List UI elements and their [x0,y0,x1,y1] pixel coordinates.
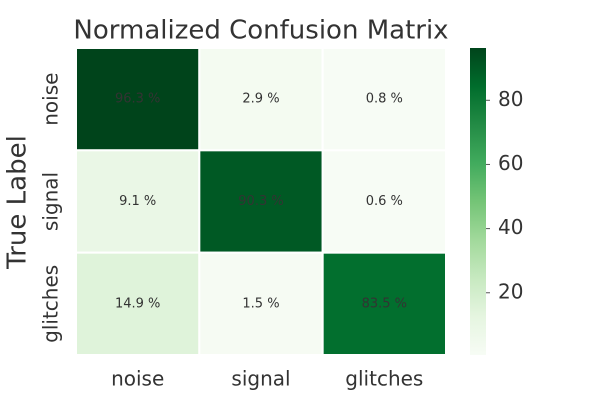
colorbar-tick-label: 40 [498,215,523,239]
colorbar-tick-label: 60 [498,151,523,175]
y-tick-label: glitches [39,265,63,343]
chart-title: Normalized Confusion Matrix [73,16,448,46]
cell-label: 9.1 % [119,194,156,209]
cell-label: 2.9 % [242,92,279,107]
y-axis-label: True Label [3,135,33,270]
heatmap-cell [75,251,201,357]
x-tick-label: noise [111,367,164,391]
x-axis-label: Predicted Label [161,399,361,400]
cell-label: 1.5 % [242,296,279,311]
cell-label: 0.6 % [366,194,403,209]
heatmap-cell [321,47,447,152]
y-tick-label: signal [39,172,63,231]
y-tick-label: noise [39,73,63,126]
heatmap-cell [321,251,447,357]
colorbar [470,48,486,355]
cell-label: 96.3 % [115,92,160,107]
x-tick-label: glitches [345,367,423,391]
cell-label: 0.8 % [366,92,403,107]
heatmap-cell [198,47,324,152]
cell-label: 90.3 % [238,194,283,209]
cell-label: 83.5 % [362,296,407,311]
x-tick-label: signal [231,367,290,391]
heatmap-cell [198,251,324,357]
cell-label: 14.9 % [115,296,160,311]
colorbar-tick-label: 80 [498,87,523,111]
colorbar-tick-label: 20 [498,279,523,303]
